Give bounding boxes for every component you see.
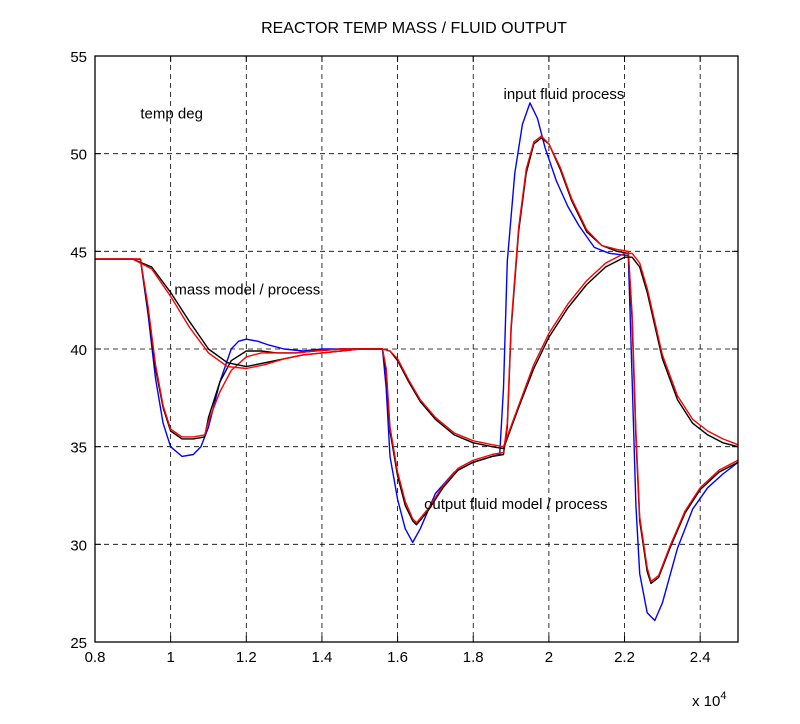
annotation-1: temp deg (140, 106, 203, 123)
x-tick-label: 1.6 (387, 649, 408, 666)
y-tick-label: 35 (70, 440, 87, 457)
series-line-1 (95, 102, 739, 622)
x-tick-label: 2.2 (614, 649, 635, 666)
x-tick-label: 2 (545, 649, 553, 666)
series-line-2 (95, 137, 739, 585)
x-tick-label: 1.4 (312, 649, 333, 666)
y-tick-label: 30 (70, 537, 87, 554)
x-multiplier-label: x 104 (692, 690, 726, 710)
chart-title: REACTOR TEMP MASS / FLUID OUTPUT (261, 20, 567, 37)
plot-frame (94, 55, 739, 643)
y-tick-label: 55 (70, 49, 87, 66)
series-line-3 (95, 135, 739, 583)
series-line-4 (95, 256, 739, 450)
x-tick-label: 1 (166, 649, 174, 666)
x-tick-label: 1.8 (463, 649, 484, 666)
annotation-3: mass model / process (174, 281, 320, 298)
x-tick-label: 1.2 (236, 649, 257, 666)
series-layer (95, 102, 739, 622)
grid-layer (95, 56, 738, 642)
y-tick-label: 45 (70, 244, 87, 261)
x-tick-label: 2.4 (690, 649, 711, 666)
series-line-5 (95, 252, 739, 448)
annotation-layer: temp deg input fluid process mass model / … (140, 86, 624, 513)
y-tick-label: 40 (70, 342, 87, 359)
y-tick-label: 50 (70, 147, 87, 164)
annotation-4: output fluid model / process (424, 496, 607, 513)
y-tick-label: 25 (70, 635, 87, 652)
annotation-2: input fluid process (503, 86, 624, 103)
tick-layer: 0.8 1 1.2 1.4 1.6 1.8 2 2.2 2.4 25 30 35 40 45 50 55 (70, 49, 738, 666)
x-tick-label: 0.8 (85, 649, 106, 666)
